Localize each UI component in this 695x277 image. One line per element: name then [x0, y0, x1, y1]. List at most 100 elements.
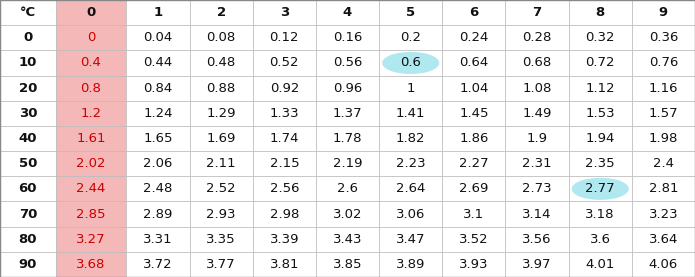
Bar	[56, 126, 126, 151]
Bar	[0, 25, 56, 50]
Text: 70: 70	[19, 207, 37, 220]
Text: 2.06: 2.06	[143, 157, 172, 170]
Bar	[442, 0, 505, 25]
Bar	[316, 76, 379, 101]
Text: 1.24: 1.24	[143, 107, 172, 120]
Bar	[190, 126, 253, 151]
Text: 0.48: 0.48	[206, 57, 236, 70]
Text: 1.04: 1.04	[459, 82, 489, 95]
Text: 0.8: 0.8	[81, 82, 101, 95]
Bar	[56, 151, 126, 176]
Text: 0.12: 0.12	[270, 31, 299, 44]
Bar	[190, 101, 253, 126]
Text: 1: 1	[154, 6, 163, 19]
Bar	[569, 25, 632, 50]
Bar	[569, 176, 632, 201]
Text: 1.37: 1.37	[333, 107, 362, 120]
Bar	[379, 252, 442, 277]
Bar	[442, 201, 505, 227]
Text: 1.57: 1.57	[648, 107, 678, 120]
Bar	[632, 101, 695, 126]
Bar	[442, 50, 505, 76]
Bar	[379, 201, 442, 227]
Text: 1.86: 1.86	[459, 132, 489, 145]
Bar	[56, 101, 126, 126]
Bar	[632, 126, 695, 151]
Text: 2.02: 2.02	[76, 157, 106, 170]
Text: 1.74: 1.74	[270, 132, 299, 145]
Text: 3.68: 3.68	[76, 258, 106, 271]
Bar	[56, 227, 126, 252]
Text: 1.2: 1.2	[81, 107, 101, 120]
Text: 2.35: 2.35	[585, 157, 615, 170]
Text: 0.84: 0.84	[143, 82, 172, 95]
Bar	[190, 201, 253, 227]
Bar	[56, 25, 126, 50]
Bar	[253, 201, 316, 227]
Text: 80: 80	[19, 233, 37, 246]
Text: 2.77: 2.77	[585, 182, 615, 195]
Bar	[190, 50, 253, 76]
Bar	[126, 201, 190, 227]
Bar	[126, 227, 190, 252]
Text: 0.92: 0.92	[270, 82, 299, 95]
Bar	[569, 76, 632, 101]
Bar	[56, 0, 126, 25]
Bar	[253, 76, 316, 101]
Text: 3.31: 3.31	[143, 233, 173, 246]
Bar	[379, 101, 442, 126]
Text: 0.04: 0.04	[143, 31, 172, 44]
Text: 2.81: 2.81	[648, 182, 678, 195]
Text: 3: 3	[279, 6, 289, 19]
Bar	[190, 25, 253, 50]
Text: 0.6: 0.6	[400, 57, 421, 70]
Text: 2.89: 2.89	[143, 207, 172, 220]
Text: 3.93: 3.93	[459, 258, 489, 271]
Text: 0.52: 0.52	[270, 57, 299, 70]
Bar	[505, 101, 569, 126]
Text: 2.4: 2.4	[653, 157, 674, 170]
Text: 0: 0	[86, 6, 96, 19]
Text: 0.08: 0.08	[206, 31, 236, 44]
Bar	[190, 252, 253, 277]
Text: 0.68: 0.68	[523, 57, 552, 70]
Bar	[253, 126, 316, 151]
Bar	[632, 50, 695, 76]
Text: 0: 0	[23, 31, 33, 44]
Text: 3.35: 3.35	[206, 233, 236, 246]
Bar	[379, 176, 442, 201]
Text: 3.85: 3.85	[333, 258, 362, 271]
Text: 1.08: 1.08	[523, 82, 552, 95]
Bar	[316, 151, 379, 176]
Text: 2.56: 2.56	[270, 182, 299, 195]
Bar	[632, 76, 695, 101]
Bar	[379, 76, 442, 101]
Bar	[0, 76, 56, 101]
Bar	[253, 50, 316, 76]
Text: 2.85: 2.85	[76, 207, 106, 220]
Bar	[379, 50, 442, 76]
Bar	[442, 227, 505, 252]
Ellipse shape	[383, 53, 439, 73]
Text: 3.89: 3.89	[396, 258, 425, 271]
Bar	[0, 176, 56, 201]
Bar	[253, 101, 316, 126]
Text: 3.18: 3.18	[585, 207, 615, 220]
Text: 1.82: 1.82	[396, 132, 425, 145]
Bar	[442, 252, 505, 277]
Bar	[56, 50, 126, 76]
Bar	[126, 0, 190, 25]
Bar	[253, 176, 316, 201]
Text: 0.64: 0.64	[459, 57, 489, 70]
Text: 1.29: 1.29	[206, 107, 236, 120]
Bar	[190, 151, 253, 176]
Bar	[632, 25, 695, 50]
Text: 2.15: 2.15	[270, 157, 299, 170]
Text: 1.9: 1.9	[527, 132, 548, 145]
Text: 3.64: 3.64	[648, 233, 678, 246]
Text: 2.31: 2.31	[522, 157, 552, 170]
Bar	[253, 151, 316, 176]
Bar	[379, 151, 442, 176]
Text: 2.69: 2.69	[459, 182, 489, 195]
Bar	[126, 176, 190, 201]
